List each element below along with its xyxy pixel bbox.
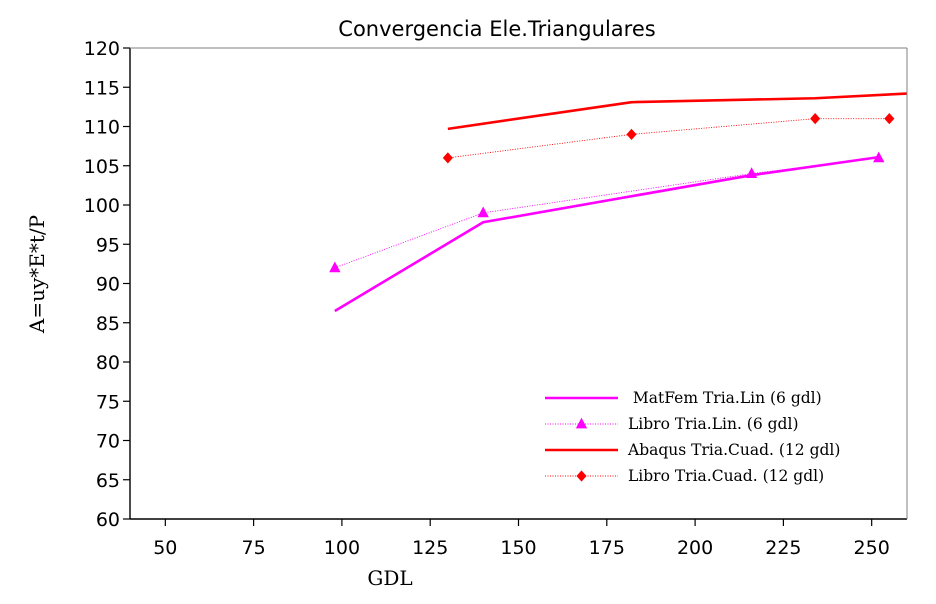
legend-label: Libro Tria.Lin. (6 gdl) xyxy=(628,415,799,433)
legend-item: Abaqus Tria.Cuad. (12 gdl) xyxy=(545,441,840,459)
series-line xyxy=(447,92,907,131)
y-tick-label: 60 xyxy=(96,509,120,531)
y-axis-title: A=uy*E*t/P xyxy=(25,215,49,334)
data-point xyxy=(442,152,453,164)
data-point xyxy=(884,113,895,125)
legend-label: Libro Tria.Cuad. (12 gdl) xyxy=(628,467,824,485)
chart-title: Convergencia Ele.Triangulares xyxy=(338,17,655,41)
y-tick-label: 100 xyxy=(84,195,120,217)
x-axis-title: GDL xyxy=(367,566,412,590)
y-tick-label: 85 xyxy=(96,313,120,335)
x-tick-label: 200 xyxy=(677,537,713,559)
data-point xyxy=(626,128,637,140)
y-tick-label: 95 xyxy=(96,234,120,256)
y-tick-label: 115 xyxy=(84,77,120,99)
x-tick-label: 125 xyxy=(412,537,448,559)
series-2 xyxy=(329,151,885,273)
x-tick-label: 75 xyxy=(242,537,266,559)
y-tick-label: 75 xyxy=(96,391,120,413)
data-point xyxy=(477,206,489,218)
data-point xyxy=(745,167,758,178)
y-tick-label: 105 xyxy=(84,156,120,178)
legend-item: MatFem Tria.Lin (6 gdl) xyxy=(545,389,822,407)
series-line xyxy=(447,118,890,159)
data-point xyxy=(329,261,341,273)
series-3 xyxy=(447,92,907,131)
data-point xyxy=(873,151,885,163)
data-point xyxy=(810,113,821,125)
series-4 xyxy=(442,113,895,164)
legend-item: Libro Tria.Lin. (6 gdl) xyxy=(545,415,799,433)
y-tick-label: 110 xyxy=(84,117,120,139)
x-tick-label: 150 xyxy=(500,537,536,559)
legend: MatFem Tria.Lin (6 gdl) Libro Tria.Lin. (… xyxy=(545,389,840,485)
y-tick-label: 70 xyxy=(96,431,120,453)
x-tick-label: 250 xyxy=(854,537,890,559)
legend-label: MatFem Tria.Lin (6 gdl) xyxy=(628,389,822,407)
x-tick-label: 50 xyxy=(153,537,177,559)
y-tick-label: 90 xyxy=(96,274,120,296)
y-tick-label: 65 xyxy=(96,470,120,492)
legend-marker xyxy=(576,470,587,482)
x-tick-label: 175 xyxy=(589,537,625,559)
y-tick-label: 120 xyxy=(84,38,120,60)
x-tick-label: 225 xyxy=(765,537,801,559)
legend-label: Abaqus Tria.Cuad. (12 gdl) xyxy=(627,441,840,459)
legend-marker xyxy=(575,417,588,429)
legend-item: Libro Tria.Cuad. (12 gdl) xyxy=(545,467,824,485)
x-tick-label: 100 xyxy=(324,537,360,559)
y-tick-label: 80 xyxy=(96,352,120,374)
plot-area xyxy=(130,48,907,519)
